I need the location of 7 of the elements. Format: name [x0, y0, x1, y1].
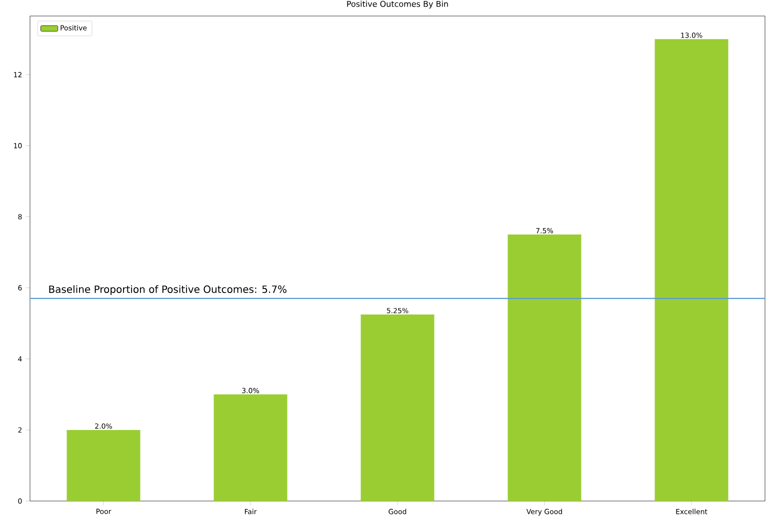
chart-title: Positive Outcomes By Bin [347, 0, 448, 8]
bar [214, 394, 288, 501]
ref-line-label: Baseline Proportion of Positive Outcomes: 5.7% [49, 285, 286, 295]
bar [654, 39, 728, 501]
bar [66, 430, 140, 501]
bar [508, 234, 582, 501]
bar [360, 314, 434, 501]
